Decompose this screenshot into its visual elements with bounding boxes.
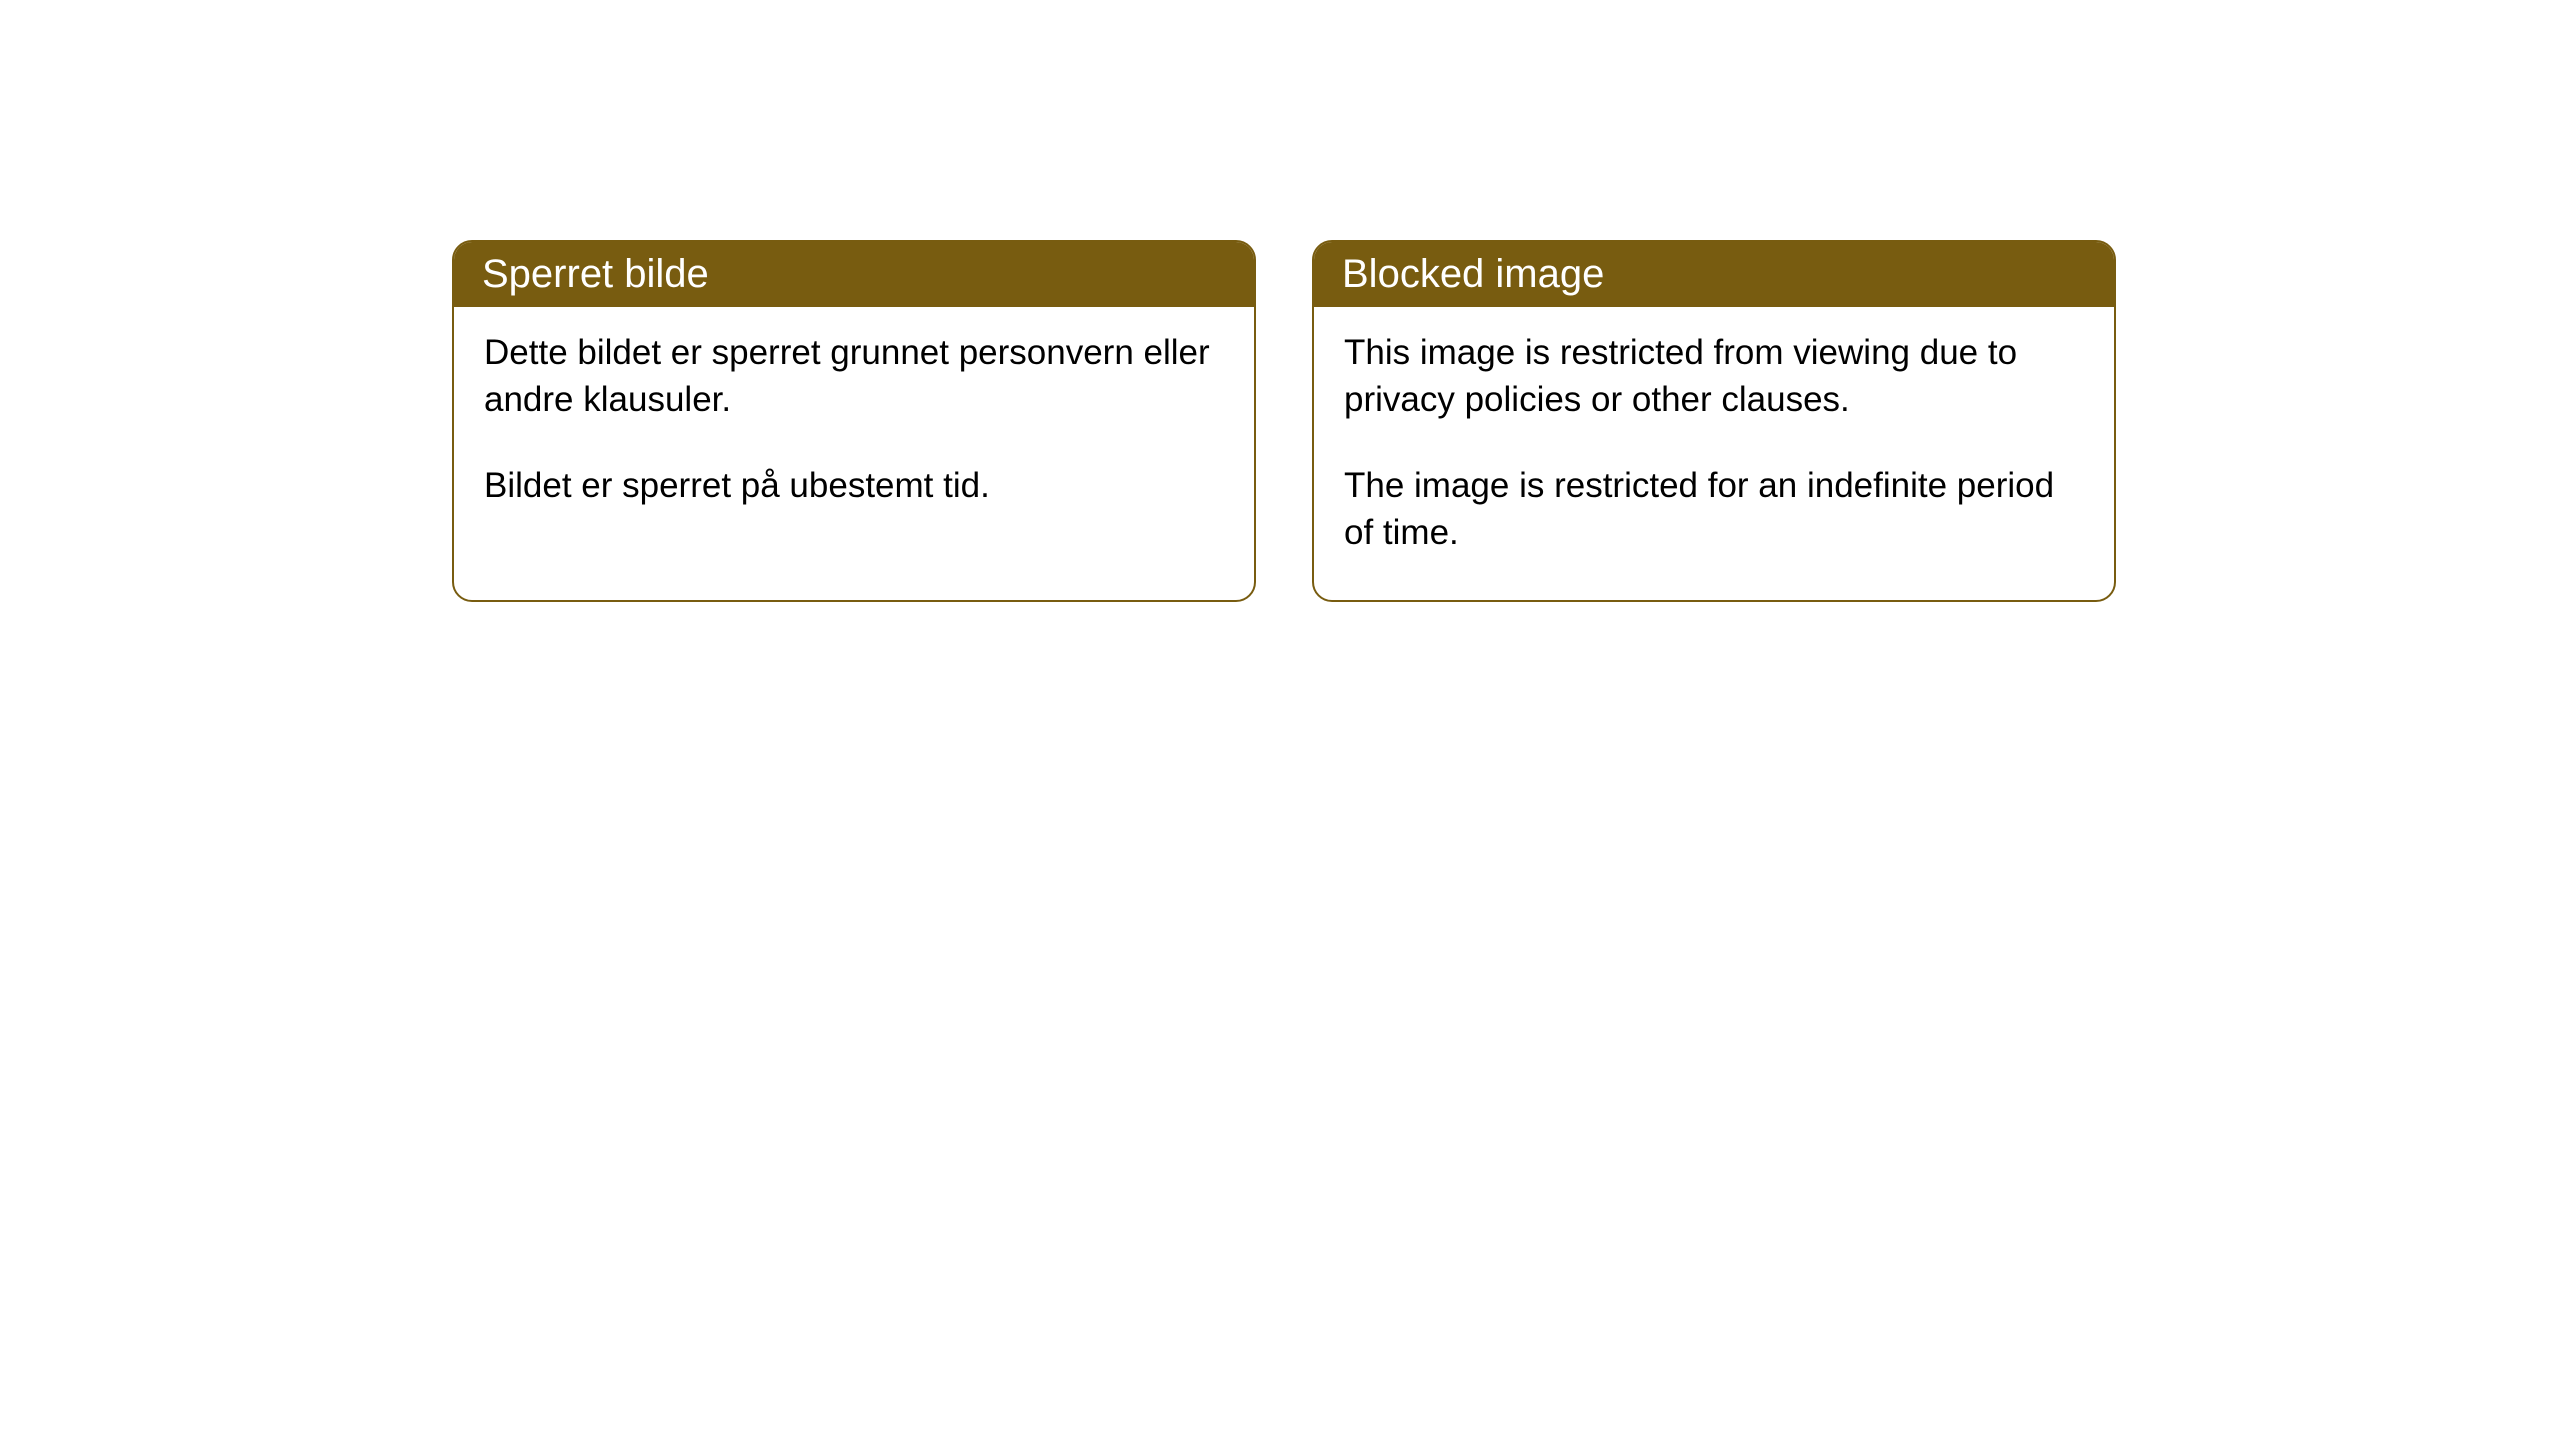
card-header-en: Blocked image: [1314, 242, 2114, 307]
card-paragraph-2-no: Bildet er sperret på ubestemt tid.: [484, 462, 1224, 509]
blocked-image-card-en: Blocked image This image is restricted f…: [1312, 240, 2116, 602]
notice-cards-container: Sperret bilde Dette bildet er sperret gr…: [452, 240, 2560, 602]
card-paragraph-2-en: The image is restricted for an indefinit…: [1344, 462, 2084, 557]
card-paragraph-1-no: Dette bildet er sperret grunnet personve…: [484, 329, 1224, 424]
blocked-image-card-no: Sperret bilde Dette bildet er sperret gr…: [452, 240, 1256, 602]
card-header-no: Sperret bilde: [454, 242, 1254, 307]
card-paragraph-1-en: This image is restricted from viewing du…: [1344, 329, 2084, 424]
card-body-no: Dette bildet er sperret grunnet personve…: [454, 307, 1254, 553]
card-body-en: This image is restricted from viewing du…: [1314, 307, 2114, 600]
